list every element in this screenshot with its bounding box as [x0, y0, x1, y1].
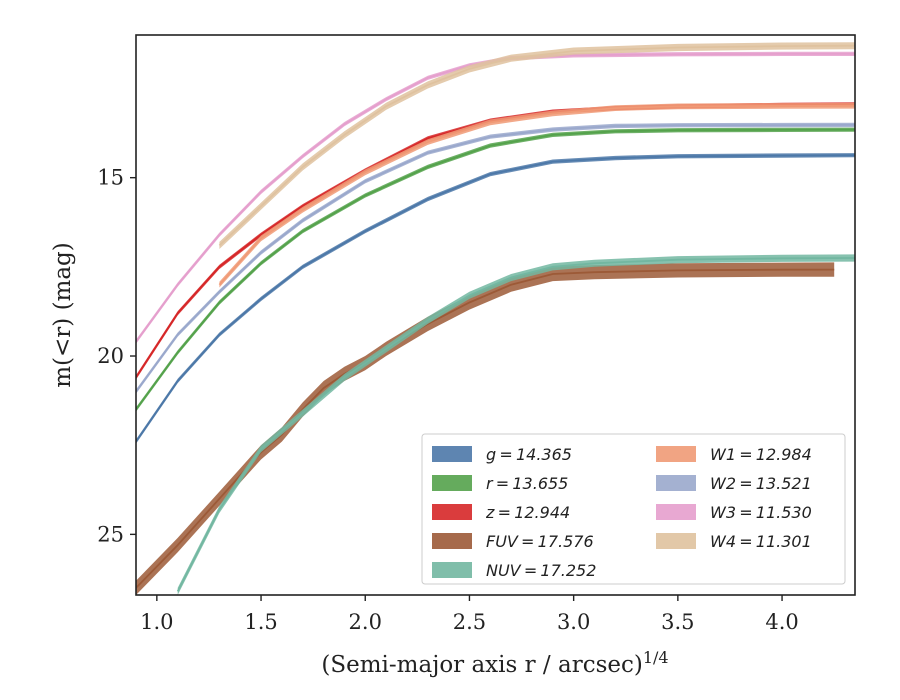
legend-swatch-w4 — [656, 533, 696, 549]
x-axis-title-main: (Semi-major axis r / arcsec) — [321, 652, 642, 678]
x-axis: 1.0 1.5 2.0 2.5 3.0 3.5 4.0 — [140, 595, 799, 634]
legend-label-w3: W3 = 11.530 — [710, 503, 812, 522]
legend: g = 14.365 r = 13.655 z = 12.944 FUV = 17.5… — [421, 433, 846, 585]
y-axis-title: m(<r) (mag) — [50, 242, 76, 388]
legend-swatch-r — [432, 475, 472, 491]
series-layer — [136, 42, 855, 595]
legend-label-w4: W4 = 11.301 — [710, 532, 812, 551]
legend-swatch-w3 — [656, 504, 696, 520]
legend-label-w2: W2 = 13.521 — [710, 474, 812, 493]
x-tick-label: 3.0 — [557, 610, 590, 634]
legend-swatch-w1 — [656, 446, 696, 462]
x-tick-label: 4.0 — [765, 610, 798, 634]
series-band-w3 — [136, 51, 855, 344]
legend-swatch-fuv — [432, 533, 472, 549]
series-line-w4 — [218, 44, 855, 247]
y-tick-label: 15 — [97, 166, 124, 190]
x-tick-label: 3.5 — [661, 610, 694, 634]
legend-swatch-nuv — [432, 562, 472, 578]
y-tick-label: 20 — [97, 344, 124, 368]
legend-box — [421, 433, 846, 585]
legend-label-fuv: FUV = 17.576 — [486, 532, 594, 551]
series-line-w2 — [136, 124, 855, 393]
x-axis-title-sup: 1/4 — [643, 648, 669, 667]
plot-frame — [135, 34, 856, 596]
legend-label-w1: W1 = 12.984 — [710, 445, 812, 464]
series-line-r — [136, 128, 855, 411]
series-line-w1 — [218, 104, 855, 286]
series-line-w3 — [136, 53, 855, 343]
y-axis: 15 20 25 — [97, 166, 136, 546]
legend-label-z: z = 12.944 — [485, 503, 570, 522]
legend-label-r: r = 13.655 — [486, 474, 568, 493]
legend-swatch-g — [432, 446, 472, 462]
x-tick-label: 2.5 — [453, 610, 486, 634]
series-line-g — [136, 154, 855, 443]
y-tick-label: 25 — [97, 522, 124, 546]
x-axis-title: (Semi-major axis r / arcsec)1/4 — [321, 648, 668, 678]
x-tick-label: 1.5 — [244, 610, 277, 634]
x-tick-label: 2.0 — [349, 610, 382, 634]
legend-label-nuv: NUV = 17.252 — [486, 561, 596, 580]
series-line-nuv — [176, 257, 855, 592]
legend-swatch-w2 — [656, 475, 696, 491]
x-tick-label: 1.0 — [140, 610, 173, 634]
legend-swatch-z — [432, 504, 472, 520]
legend-label-g: g = 14.365 — [486, 445, 572, 464]
